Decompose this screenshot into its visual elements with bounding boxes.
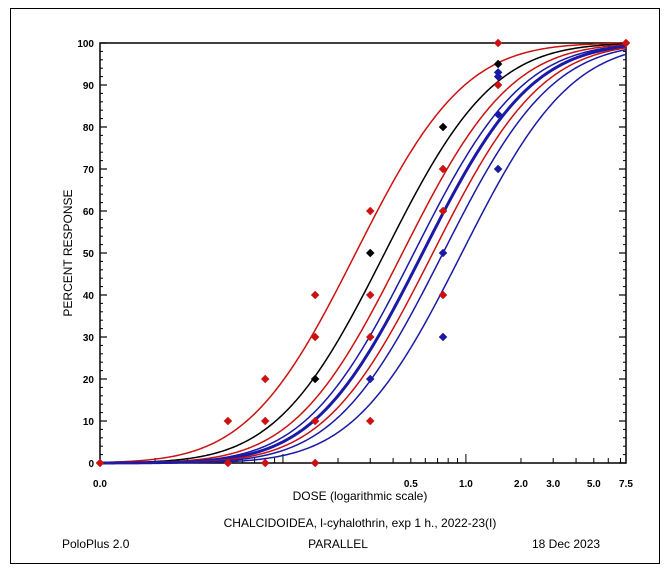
fitted-curves <box>99 42 627 465</box>
x-tick-label: 2.0 <box>514 479 528 490</box>
data-point-red <box>95 458 105 468</box>
data-point-red <box>365 206 375 216</box>
probit-curve-black <box>99 43 627 464</box>
data-point-red <box>438 290 448 300</box>
y-tick-label: 90 <box>83 81 95 92</box>
x-tick-label: 0.5 <box>404 479 418 490</box>
data-point-red <box>260 416 270 426</box>
data-point-red <box>310 458 320 468</box>
y-tick-label: 100 <box>77 39 94 50</box>
y-tick-label: 50 <box>83 249 95 260</box>
data-point-blue <box>493 72 503 81</box>
data-point-red <box>493 80 503 90</box>
y-tick-label: 70 <box>83 165 95 176</box>
x-tick-label: 0.0 <box>93 479 107 490</box>
chart-subtitle: CHALCIDOIDEA, l-cyhalothrin, exp 1 h., 2… <box>224 516 497 530</box>
y-tick-label: 0 <box>88 459 94 470</box>
y-tick-label: 80 <box>83 123 95 134</box>
axes: 0 10 20 30 40 50 60 70 80 90 100 0.0 0.5 1.0 2.0 3.0 5.0… <box>77 39 633 490</box>
footer-method: PARALLEL <box>308 537 368 551</box>
data-point-red <box>260 458 270 468</box>
x-axis-label: DOSE (logarithmic scale) <box>293 489 428 503</box>
data-points <box>95 38 631 468</box>
y-tick-label: 30 <box>83 333 95 344</box>
axis-labels: DOSE (logarithmic scale) CHALCIDOIDEA, l… <box>61 189 496 530</box>
probit-curve-blue <box>100 44 627 464</box>
x-tick-label: 5.0 <box>587 479 601 490</box>
data-point-red <box>310 332 320 342</box>
y-tick-label: 40 <box>83 291 95 302</box>
y-tick-label: 60 <box>83 207 95 218</box>
data-point-red <box>260 374 270 384</box>
data-point-red <box>621 38 631 48</box>
probit-curve-blue <box>100 53 627 464</box>
probit-curve-red <box>99 44 627 464</box>
x-tick-label: 1.0 <box>459 479 473 490</box>
data-point-black <box>365 248 375 258</box>
data-point-black <box>310 374 320 384</box>
footer-date: 18 Dec 2023 <box>532 537 601 551</box>
data-point-red <box>365 290 375 300</box>
data-point-red <box>223 416 233 426</box>
y-tick-label: 20 <box>83 375 95 386</box>
data-point-black <box>493 59 503 69</box>
plot-area-border <box>99 42 627 464</box>
probit-curve-red <box>99 42 627 464</box>
data-point-red <box>365 416 375 426</box>
data-point-black <box>438 122 448 132</box>
x-tick-label: 3.0 <box>546 479 560 490</box>
data-point-blue <box>438 332 448 342</box>
data-point-blue <box>493 110 503 119</box>
probit-curve-blue <box>100 48 627 464</box>
data-point-red <box>365 332 375 342</box>
data-point-blue <box>365 374 375 384</box>
data-point-red <box>438 206 448 216</box>
footer-software: PoloPlus 2.0 <box>62 537 130 551</box>
y-tick-label: 10 <box>83 417 95 428</box>
data-point-red <box>493 38 503 48</box>
y-axis-label: PERCENT RESPONSE <box>61 189 75 316</box>
data-point-blue <box>493 164 503 174</box>
data-point-red <box>223 458 233 468</box>
chart-frame <box>10 8 660 564</box>
x-tick-label: 7.5 <box>619 479 633 490</box>
data-point-red <box>438 164 448 174</box>
data-point-red <box>310 416 320 426</box>
data-point-red <box>310 290 320 300</box>
data-point-blue <box>438 248 448 258</box>
